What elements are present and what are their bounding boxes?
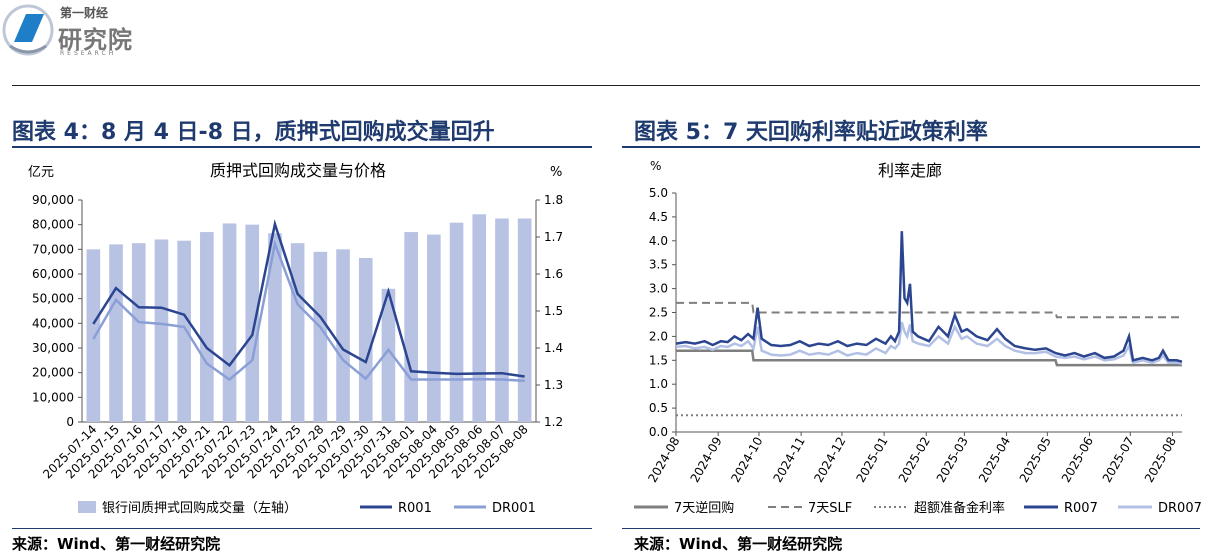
rate-y-tick-label: 0.0 xyxy=(649,425,668,439)
logo-line1: 第一财经 xyxy=(60,6,109,20)
legend-label-超额准备金利率: 超额准备金利率 xyxy=(914,500,1005,516)
logo-line2: 研究院 xyxy=(58,26,133,54)
research-institute-logo: 第一财经 研究院 RESEARCH xyxy=(0,0,140,60)
rate-y-tick-label: 3.5 xyxy=(649,258,668,272)
left-y-tick-label: 30,000 xyxy=(32,341,74,355)
logo-line3: RESEARCH xyxy=(60,50,117,57)
right-panel-title: 图表 5：7 天回购利率贴近政策利率 xyxy=(634,120,988,145)
rate-y-tick-label: 5.0 xyxy=(649,186,668,200)
left-title-rule xyxy=(12,146,592,148)
right-chart-title: 利率走廊 xyxy=(878,161,942,180)
volume-bar xyxy=(109,244,123,422)
rate-y-tick-label: 1.5 xyxy=(649,353,668,367)
date-x-tick-label: 2024-09 xyxy=(688,435,725,485)
volume-bar xyxy=(131,243,146,422)
series-line-dr001 xyxy=(92,239,525,383)
right-y-tick-label: 1.3 xyxy=(544,378,563,392)
rate-y-tick-label: 3.0 xyxy=(649,282,668,296)
rate-line-DR007 xyxy=(675,321,1183,365)
rate-y-tick-label: 0.5 xyxy=(649,401,668,415)
header-rule xyxy=(12,85,1200,86)
rate-unit: % xyxy=(650,159,661,173)
left-y-tick-label: 0 xyxy=(66,415,74,429)
volume-bar xyxy=(517,218,532,422)
volume-bar xyxy=(381,288,396,422)
rate-line-7天逆回购 xyxy=(676,349,1182,367)
left-source-rule xyxy=(12,528,592,529)
legend-label-dr001: DR001 xyxy=(492,501,536,516)
date-x-tick-label: 2025-05 xyxy=(1017,435,1054,485)
legend-label-r001: R001 xyxy=(398,501,432,516)
volume-bar xyxy=(404,232,418,422)
volume-bar xyxy=(154,239,169,422)
right-y-tick-label: 1.4 xyxy=(544,341,563,355)
left-chart: 质押式回购成交量与价格 亿元 % 0 10,000 20,000 30,000 40,0… xyxy=(28,161,563,516)
date-x-tick-label: 2025-01 xyxy=(854,435,891,485)
volume-bar xyxy=(222,223,237,422)
date-x-tick-label: 2024-11 xyxy=(771,435,808,485)
right-y-tick-label: 1.2 xyxy=(544,415,563,429)
rate-y-tick-label: 4.0 xyxy=(649,234,668,248)
volume-bar xyxy=(290,243,305,422)
date-x-tick-label: 2024-08 xyxy=(645,435,682,485)
left-y-tick-label: 10,000 xyxy=(32,390,74,404)
volume-bar xyxy=(427,234,441,422)
rate-line-7天SLF xyxy=(676,301,1182,319)
left-y-tick-label: 20,000 xyxy=(32,366,74,380)
volume-bar xyxy=(449,222,464,422)
volume-bar xyxy=(177,240,191,422)
series-line-r001 xyxy=(92,219,525,378)
left-y-tick-label: 40,000 xyxy=(32,316,74,330)
date-x-tick-label: 2025-08 xyxy=(1142,435,1179,485)
left-y-tick-label: 80,000 xyxy=(32,218,74,232)
left-y-tick-label: 60,000 xyxy=(32,267,74,281)
left-y-tick-label: 70,000 xyxy=(32,242,74,256)
rate-y-tick-label: 2.0 xyxy=(649,329,668,343)
rate-line-R007 xyxy=(675,231,1183,363)
date-x-tick-label: 2025-03 xyxy=(934,435,971,485)
rate-y-tick-label: 1.0 xyxy=(649,377,668,391)
legend-label-R007: R007 xyxy=(1064,501,1098,516)
volume-bar xyxy=(358,257,373,422)
left-source: 来源：Wind、第一财经研究院 xyxy=(12,535,221,553)
right-y-unit: % xyxy=(550,165,562,180)
legend-label-DR007: DR007 xyxy=(1158,501,1202,516)
volume-bar xyxy=(245,224,260,422)
right-title-rule xyxy=(622,146,1200,148)
volume-bar xyxy=(336,249,350,422)
volume-bar xyxy=(472,214,487,422)
date-x-tick-label: 2024-10 xyxy=(728,435,765,485)
left-y-tick-label: 90,000 xyxy=(32,193,74,207)
left-panel-title: 图表 4：8 月 4 日-8 日，质押式回购成交量回升 xyxy=(12,120,495,145)
volume-bar xyxy=(200,232,214,422)
date-x-tick-label: 2025-06 xyxy=(1059,435,1096,485)
left-chart-title: 质押式回购成交量与价格 xyxy=(210,161,386,180)
left-y-tick-label: 50,000 xyxy=(32,292,74,306)
volume-bar xyxy=(86,249,101,422)
legend-swatch-volume xyxy=(78,501,96,513)
legend-label-7天SLF: 7天SLF xyxy=(808,501,852,516)
right-y-tick-label: 1.6 xyxy=(544,267,563,281)
right-chart: 利率走廊 % 0.0 0.5 1.0 1.5 2.0 2.5 3.0 3.5 4.0 4.5 5.0… xyxy=(634,159,1202,516)
right-y-tick-label: 1.8 xyxy=(544,193,563,207)
volume-bar xyxy=(268,233,282,422)
date-x-tick-label: 2025-07 xyxy=(1100,435,1137,485)
legend-label-7天逆回购: 7天逆回购 xyxy=(674,500,734,516)
legend-label-volume: 银行间质押式回购成交量（左轴） xyxy=(102,500,297,516)
volume-bar xyxy=(495,218,509,422)
date-x-tick-label: 2024-12 xyxy=(811,435,848,485)
rate-y-tick-label: 4.5 xyxy=(649,210,668,224)
rate-y-tick-label: 2.5 xyxy=(649,306,668,320)
logo-emblem-icon xyxy=(2,4,54,56)
date-x-tick-label: 2025-02 xyxy=(896,435,933,485)
right-source-rule xyxy=(622,528,1200,529)
right-y-tick-label: 1.7 xyxy=(544,230,563,244)
volume-bar xyxy=(313,251,328,422)
right-y-tick-label: 1.5 xyxy=(544,304,563,318)
date-x-tick-label: 2025-04 xyxy=(976,435,1013,485)
right-source: 来源：Wind、第一财经研究院 xyxy=(634,535,843,553)
left-y-unit: 亿元 xyxy=(28,165,54,180)
